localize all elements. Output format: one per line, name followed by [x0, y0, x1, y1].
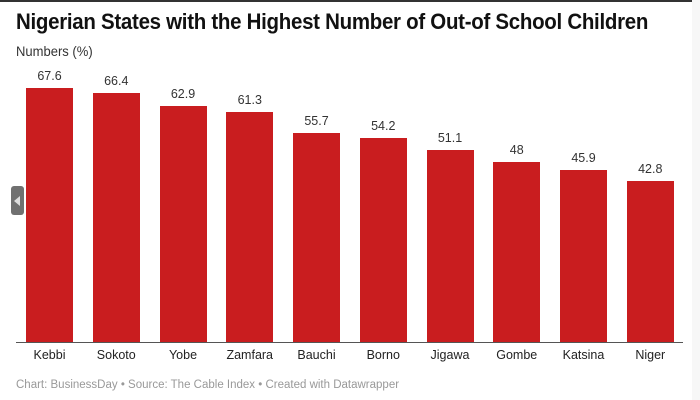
bar-yobe [159, 105, 207, 342]
bar-borno [359, 138, 407, 342]
chart-footer: Chart: BusinessDay • Source: The Cable I… [16, 379, 400, 391]
category-label: Gombe [496, 348, 538, 362]
bar-jigawa [426, 149, 474, 342]
category-label: Bauchi [297, 348, 336, 362]
value-label: 66.4 [104, 73, 129, 88]
bar-katsina [560, 169, 607, 342]
bar-niger [626, 181, 674, 342]
value-label: 42.8 [638, 162, 663, 177]
category-label: Yobe [168, 348, 198, 362]
scroll-left-button[interactable] [11, 186, 24, 215]
value-label: 54.2 [371, 119, 396, 134]
value-label: 62.9 [170, 86, 196, 101]
value-label: 67.6 [37, 69, 62, 83]
category-label: Borno [366, 348, 400, 362]
bar-kebbi [26, 88, 73, 342]
bar-zamfara [226, 111, 274, 342]
value-label: 48 [509, 142, 524, 157]
category-label: Katsina [562, 348, 605, 362]
bar-sokoto [92, 92, 140, 342]
category-label: Jigawa [430, 348, 470, 362]
category-label: Kebbi [33, 348, 66, 362]
category-label: Zamfara [226, 348, 274, 362]
category-label: Niger [635, 348, 666, 362]
category-label: Sokoto [96, 348, 136, 362]
bar-gombe [493, 161, 541, 342]
value-label: 61.3 [237, 92, 262, 107]
value-label: 55.7 [304, 113, 329, 128]
value-label: 45.9 [571, 150, 596, 165]
chart-subtitle: Numbers (%) [16, 43, 93, 59]
value-label: 51.1 [437, 130, 463, 145]
top-border [0, 0, 692, 2]
x-axis-line [16, 342, 683, 343]
right-edge-strip [692, 0, 700, 400]
bar-bauchi [293, 132, 340, 342]
chart-title: Nigerian States with the Highest Number … [16, 9, 649, 34]
